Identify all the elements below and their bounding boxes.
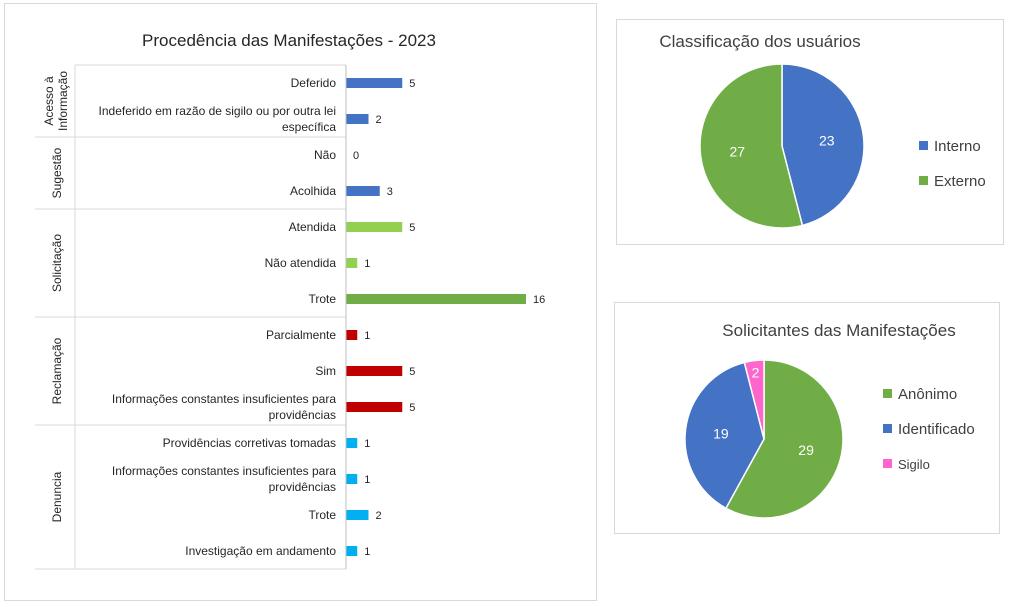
bar (346, 186, 380, 196)
data-label: 2 (376, 114, 382, 126)
legend-swatch (883, 459, 892, 468)
data-label: 1 (364, 330, 370, 342)
requesters-panel: Solicitantes das Manifestações 29 19 2 Anôni… (614, 302, 1000, 534)
category-label: Trote (308, 508, 336, 522)
bar (346, 294, 526, 304)
legend-swatch (883, 424, 892, 433)
legend-swatch (919, 176, 928, 185)
group-label: Reclamação (50, 337, 64, 404)
legend-swatch (883, 389, 892, 398)
chart-title: Classificação dos usuários (659, 32, 860, 51)
user-classification-panel: Classificação dos usuários 23 27 Interno Ext… (616, 19, 1004, 245)
bar (346, 438, 358, 448)
data-label: 5 (409, 402, 415, 414)
category-label: Providências corretivas tomadas (163, 436, 336, 450)
slice-data-label: 29 (798, 442, 814, 458)
bar (346, 330, 358, 340)
slice-data-label: 2 (752, 364, 760, 380)
legend-label: Anônimo (898, 386, 957, 403)
bar (346, 402, 403, 412)
data-label: 1 (364, 474, 370, 486)
category-label: Não atendida (265, 256, 337, 270)
data-label: 5 (409, 78, 415, 90)
category-label: Parcialmente (266, 328, 336, 342)
category-label: Não (314, 148, 336, 162)
bar (346, 366, 403, 376)
data-label: 5 (409, 222, 415, 234)
bar (346, 222, 403, 232)
category-label: Informações constantes insuficientes par… (112, 392, 336, 422)
bar (346, 114, 369, 124)
group-label: Acesso àInformação (42, 71, 70, 131)
slice-data-label: 19 (713, 426, 729, 442)
slice-data-label: 23 (819, 132, 835, 148)
user-classification-pie-chart: Classificação dos usuários 23 27 Interno Ext… (659, 32, 986, 229)
legend-label: Interno (934, 138, 981, 155)
data-label: 0 (353, 150, 359, 162)
category-label: Indeferido em razão de sigilo ou por out… (99, 104, 337, 134)
pie-slice (781, 63, 865, 227)
pie-slice (724, 359, 844, 519)
bar (346, 258, 358, 268)
group-label: Denuncia (50, 471, 64, 522)
data-label: 1 (364, 546, 370, 558)
chart-title: Solicitantes das Manifestações (722, 321, 955, 340)
pie-slice (743, 359, 765, 440)
category-label: Atendida (289, 220, 337, 234)
category-label: Informações constantes insuficientes par… (112, 464, 336, 494)
bar-chart: Procedência das Manifestações - 2023 Defe… (35, 31, 545, 570)
slice-data-label: 27 (729, 144, 745, 160)
group-label: Sugestão (50, 147, 64, 198)
group-label: Solicitação (50, 234, 64, 292)
chart-title: Procedência das Manifestações - 2023 (142, 31, 436, 50)
bar (346, 474, 358, 484)
bar-chart-panel: Procedência das Manifestações - 2023 Defe… (4, 3, 597, 601)
legend-swatch (919, 141, 928, 150)
category-label: Sim (315, 364, 336, 378)
bar (346, 78, 403, 88)
category-label: Trote (308, 292, 336, 306)
data-label: 16 (533, 294, 545, 306)
bar (346, 546, 358, 556)
category-label: Investigação em andamento (185, 544, 336, 558)
data-label: 1 (364, 438, 370, 450)
legend-label: Identificado (898, 421, 975, 438)
category-label: Deferido (291, 76, 337, 90)
data-label: 2 (376, 510, 382, 522)
legend-label: Sigilo (898, 457, 930, 472)
pie-slice (684, 361, 765, 510)
data-label: 5 (409, 366, 415, 378)
category-label: Acolhida (290, 184, 336, 198)
data-label: 1 (364, 258, 370, 270)
requesters-pie-chart: Solicitantes das Manifestações 29 19 2 Anôni… (684, 321, 975, 519)
bar (346, 510, 369, 520)
legend-label: Externo (934, 173, 986, 190)
data-label: 3 (387, 186, 393, 198)
pie-slice (699, 63, 804, 229)
